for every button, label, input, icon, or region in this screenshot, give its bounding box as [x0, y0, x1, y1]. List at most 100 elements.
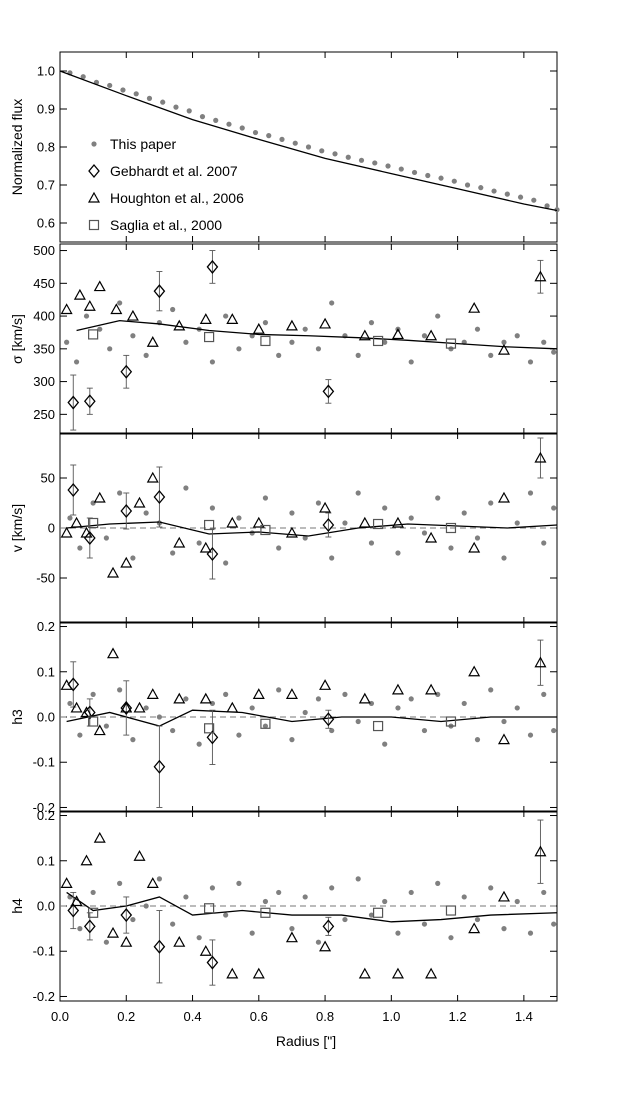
point-houghton: [133, 850, 146, 861]
point-this-paper: [438, 175, 444, 181]
point-gebhardt: [322, 517, 335, 533]
y-axis-title: Normalized flux: [9, 99, 25, 195]
point-houghton: [285, 319, 298, 331]
point-this-paper: [501, 555, 507, 561]
model-line: [66, 521, 558, 537]
point-this-paper: [305, 144, 312, 150]
point-this-paper: [77, 926, 83, 932]
point-houghton: [497, 890, 511, 902]
point-this-paper: [223, 691, 229, 697]
point-this-paper: [276, 687, 282, 693]
point-this-paper: [130, 737, 136, 743]
point-this-paper: [478, 185, 484, 191]
point-this-paper: [262, 898, 269, 905]
point-this-paper: [266, 133, 272, 139]
point-this-paper: [226, 121, 232, 127]
point-houghton: [226, 516, 239, 528]
point-houghton: [199, 313, 212, 324]
point-this-paper: [143, 903, 149, 909]
point-this-paper: [527, 732, 534, 738]
point-this-paper: [408, 696, 414, 702]
point-gebhardt: [67, 482, 80, 498]
panel-sigma: 250 300 350 400 450 500 σ [km/s]: [9, 243, 558, 435]
point-this-paper: [382, 741, 388, 747]
point-houghton: [80, 706, 93, 718]
point-saglia: [204, 331, 215, 343]
point-houghton: [106, 647, 120, 659]
point-houghton: [173, 319, 186, 331]
y-axis-title: σ [km/s]: [9, 314, 25, 364]
point-saglia: [372, 518, 384, 530]
point-gebhardt: [206, 730, 219, 745]
point-saglia: [204, 723, 215, 734]
point-this-paper: [170, 550, 176, 556]
point-houghton: [93, 280, 106, 292]
point-houghton: [252, 688, 265, 699]
point-this-paper: [262, 723, 269, 729]
point-this-paper: [448, 346, 454, 352]
model-line: [66, 709, 557, 727]
point-houghton: [358, 516, 371, 528]
point-this-paper: [541, 339, 547, 345]
point-houghton: [534, 451, 547, 463]
y-tick-label: -50: [36, 571, 55, 586]
point-this-paper: [332, 151, 338, 157]
point-houghton: [146, 471, 159, 483]
point-this-paper: [342, 916, 348, 923]
point-this-paper: [474, 326, 481, 332]
point-this-paper: [551, 727, 557, 734]
point-this-paper: [514, 333, 520, 339]
point-this-paper: [103, 723, 109, 729]
point-houghton: [252, 967, 265, 979]
point-this-paper: [120, 87, 126, 93]
point-this-paper: [474, 535, 481, 541]
point-houghton: [425, 967, 438, 979]
point-this-paper: [355, 718, 361, 725]
point-saglia: [260, 524, 271, 536]
point-saglia: [88, 517, 99, 529]
point-this-paper: [368, 912, 375, 918]
point-this-paper: [196, 540, 202, 546]
y-tick-label: 350: [33, 341, 55, 356]
point-this-paper: [146, 95, 153, 101]
point-houghton: [173, 536, 186, 548]
point-saglia: [204, 519, 215, 531]
point-this-paper: [67, 700, 73, 707]
point-houghton: [70, 516, 83, 528]
point-this-paper: [345, 154, 351, 160]
y-tick-label: 0.0: [37, 899, 55, 914]
point-this-paper: [156, 876, 162, 882]
point-this-paper: [183, 696, 189, 702]
point-this-paper: [130, 333, 136, 339]
point-this-paper: [527, 359, 534, 365]
point-houghton: [319, 940, 332, 952]
point-this-paper: [474, 737, 481, 743]
point-houghton: [60, 526, 73, 538]
point-this-paper: [302, 535, 308, 541]
point-this-paper: [183, 485, 189, 491]
point-houghton: [173, 692, 186, 704]
point-houghton: [391, 967, 404, 979]
point-this-paper: [448, 545, 454, 551]
point-houghton: [319, 501, 332, 513]
point-houghton: [252, 322, 265, 334]
point-houghton: [199, 541, 212, 553]
point-this-paper: [130, 555, 136, 561]
point-this-paper: [236, 880, 242, 886]
point-this-paper: [186, 108, 192, 114]
x-tick-label: 0.2: [117, 1009, 135, 1024]
point-this-paper: [262, 495, 269, 501]
point-this-paper: [107, 82, 113, 89]
x-tick-label: 0.6: [250, 1009, 268, 1024]
x-axis-title: Radius ["]: [276, 1033, 336, 1049]
legend: This paper Gebhardt et al. 2007 Houghton e…: [87, 136, 244, 233]
point-this-paper: [143, 352, 149, 358]
point-this-paper: [421, 530, 428, 536]
point-houghton: [425, 531, 438, 543]
point-this-paper: [474, 916, 481, 923]
point-houghton: [146, 336, 159, 347]
point-this-paper: [544, 203, 550, 209]
point-this-paper: [77, 545, 83, 551]
point-this-paper: [408, 889, 414, 896]
